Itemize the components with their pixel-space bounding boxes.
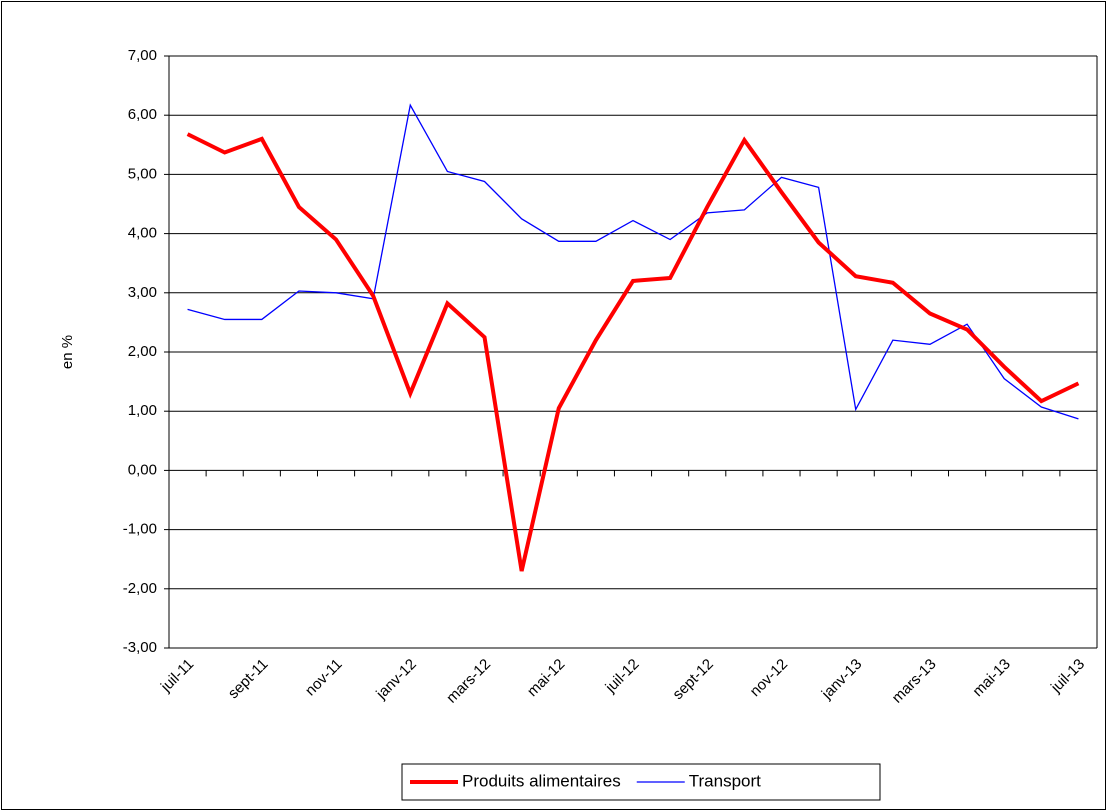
y-tick-label: -2,00 (123, 580, 157, 597)
y-tick-label: 3,00 (128, 284, 157, 301)
y-tick-label: 7,00 (128, 47, 157, 64)
y-tick-label: -3,00 (123, 639, 157, 656)
y-tick-label: 5,00 (128, 165, 157, 182)
y-axis-label: en % (59, 335, 76, 369)
y-tick-label: 4,00 (128, 225, 157, 242)
series-line (186, 132, 1080, 572)
y-tick-label: -1,00 (123, 521, 157, 538)
y-tick-label: 0,00 (128, 461, 157, 478)
y-tick-label: 1,00 (128, 402, 157, 419)
y-tick-label: 6,00 (128, 106, 157, 123)
legend-label: Transport (689, 771, 761, 790)
y-tick-label: 2,00 (128, 343, 157, 360)
legend-label: Produits alimentaires (462, 771, 621, 790)
series-line (187, 103, 1079, 420)
